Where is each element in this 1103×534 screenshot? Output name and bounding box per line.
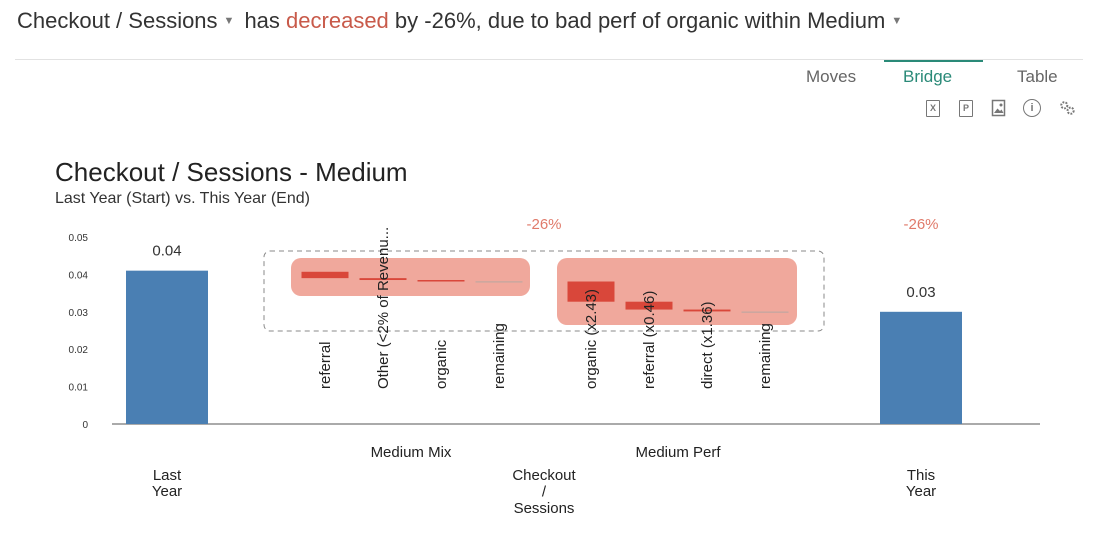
metric-selector[interactable]: Checkout / Sessions [17, 8, 218, 33]
medium-mix-item-bar [301, 271, 349, 279]
metric-axis-label: / [542, 484, 547, 501]
y-tick-label: 0.05 [69, 233, 89, 244]
medium-mix-item-bar [417, 280, 465, 282]
headline-summary: by -26%, due to bad perf of organic with… [394, 8, 801, 33]
start-axis-label: Year [152, 483, 182, 500]
medium-mix-item-label: remaining [491, 323, 508, 389]
y-tick-label: 0.01 [69, 383, 89, 394]
excel-export-icon[interactable]: X [924, 99, 942, 117]
y-tick-label: 0.02 [69, 345, 89, 356]
medium-mix-item-label: Other (<2% of Revenu... [375, 227, 392, 389]
y-tick-label: 0 [82, 420, 88, 431]
tab-moves[interactable]: Moves [806, 67, 857, 86]
end-bar [880, 311, 962, 424]
dimension-caret-icon[interactable]: ▼ [891, 15, 903, 27]
tab-table[interactable]: Table [1017, 67, 1058, 86]
medium-perf-item-label: remaining [757, 323, 774, 389]
chart-title: Checkout / Sessions - Medium [55, 157, 408, 187]
medium-mix-group-label: Medium Mix [371, 444, 452, 461]
medium-perf-item-bar [683, 309, 731, 312]
end-axis-label: This [907, 467, 935, 484]
start-bar [126, 270, 208, 424]
medium-perf-item-label: referral (x0.46) [641, 291, 658, 389]
medium-perf-group-label: Medium Perf [635, 444, 721, 461]
medium-mix-item-bar [359, 278, 407, 281]
medium-perf-item-label: direct (x1.36) [699, 301, 716, 389]
headline-verb: has [244, 8, 280, 33]
active-tab-indicator [884, 60, 983, 62]
header-divider [15, 59, 1083, 60]
end-pct-label: -26% [903, 216, 938, 233]
info-icon[interactable]: i [1023, 99, 1041, 117]
medium-perf-item-bar [625, 301, 673, 310]
bridge-bracket [263, 250, 825, 332]
medium-perf-item-bar [567, 281, 615, 302]
metric-axis-label: Checkout [512, 467, 576, 484]
metric-caret-icon[interactable]: ▼ [223, 15, 235, 27]
dimension-selector[interactable]: Medium [807, 8, 886, 33]
medium-perf-item-label: organic (x2.43) [583, 289, 600, 389]
image-export-icon[interactable] [990, 99, 1008, 117]
medium-mix-group-box [291, 258, 530, 296]
settings-icon[interactable] [1058, 99, 1076, 117]
bridge-pct-label: -26% [526, 216, 561, 233]
end-axis-label: Year [906, 483, 936, 500]
metric-axis-label: Sessions [514, 500, 575, 517]
y-tick-label: 0.04 [69, 270, 89, 281]
headline-direction: decreased [286, 8, 389, 33]
medium-perf-item-bar [741, 311, 789, 313]
headline: Checkout / Sessions ▼ has decreased by -… [17, 8, 912, 34]
end-value-label: 0.03 [906, 284, 935, 301]
start-axis-label: Last [153, 467, 182, 484]
tab-bridge[interactable]: Bridge [903, 67, 953, 86]
medium-mix-item-label: organic [433, 339, 450, 389]
pdf-export-icon[interactable]: P [957, 99, 975, 117]
medium-mix-item-label: referral [317, 341, 334, 389]
medium-mix-item-bar [475, 281, 523, 283]
start-value-label: 0.04 [152, 243, 181, 260]
view-tabs: Moves Bridge Table [0, 62, 1103, 92]
medium-perf-group-box [557, 258, 797, 325]
chart-subtitle: Last Year (Start) vs. This Year (End) [55, 190, 310, 207]
y-tick-label: 0.03 [69, 308, 89, 319]
